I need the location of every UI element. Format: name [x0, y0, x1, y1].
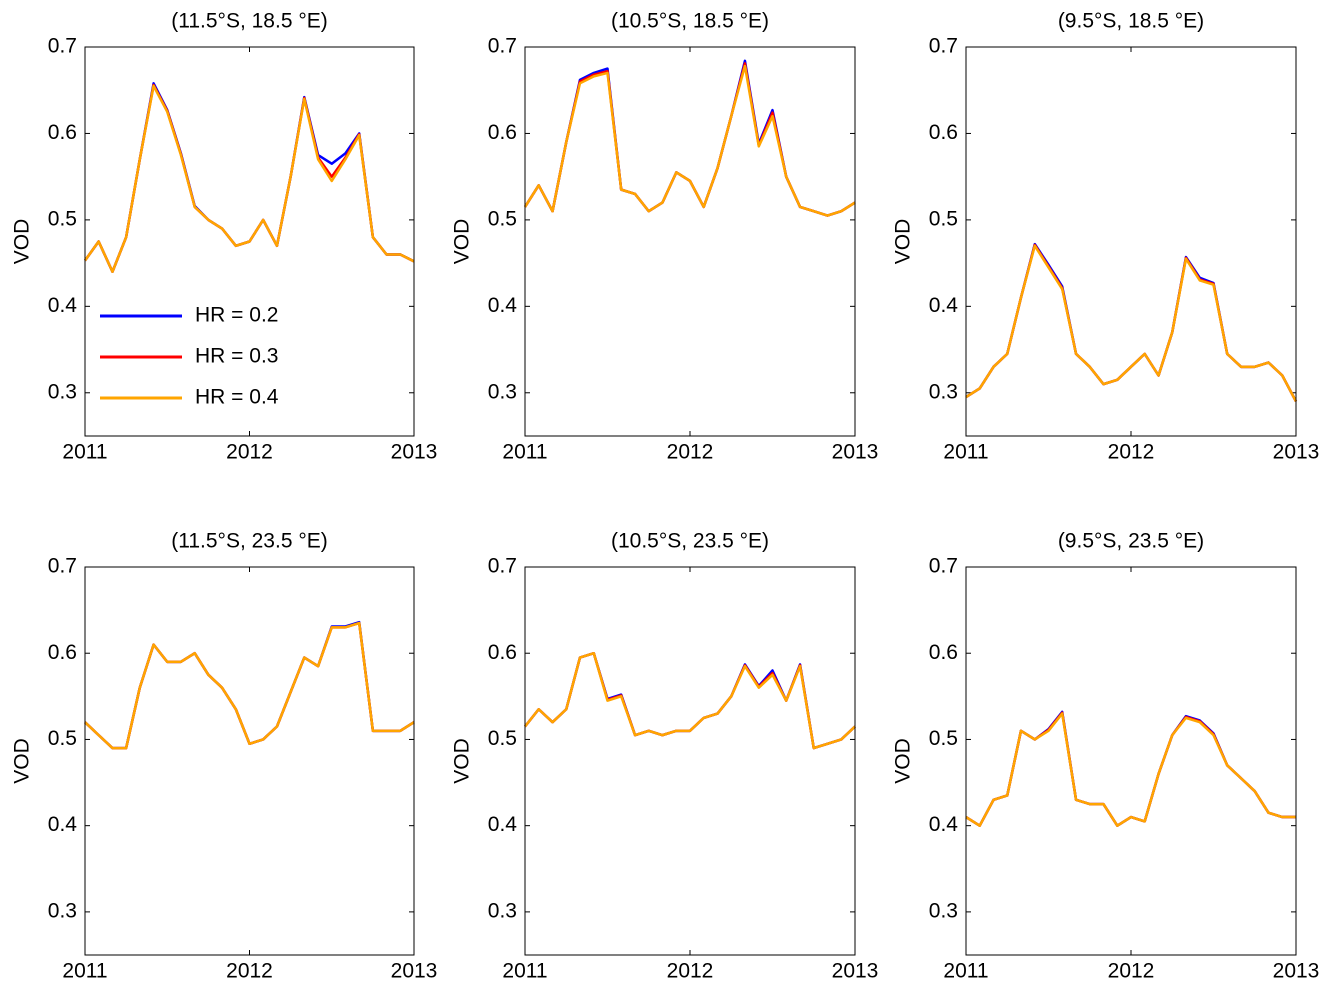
chart-title: (10.5°S, 18.5 °E) — [611, 10, 769, 33]
series-line — [965, 244, 1298, 403]
y-tick-label: 0.3 — [48, 899, 77, 922]
x-tick-label: 2012 — [667, 441, 714, 464]
series-line — [84, 621, 415, 750]
chart-title: (11.5°S, 18.5 °E) — [171, 10, 328, 33]
subplot: (10.5°S, 23.5 °E) VOD 0.3 0.4 0.5 0.6 0.7 2011 2… — [451, 530, 879, 983]
y-tick-label: 0.3 — [488, 899, 517, 922]
x-tick-label: 2013 — [832, 960, 879, 983]
subplot: (9.5°S, 18.5 °E) VOD 0.3 0.4 0.5 0.6 0.7 2011 20… — [892, 10, 1320, 464]
x-tick-label: 2011 — [62, 960, 107, 983]
axes-box — [524, 46, 856, 437]
y-tick-label: 0.4 — [929, 294, 959, 317]
y-tick-label: 0.5 — [929, 727, 958, 750]
series-line — [524, 651, 856, 750]
y-axis-label: VOD — [11, 738, 34, 784]
y-tick-label: 0.4 — [488, 813, 518, 836]
y-tick-label: 0.5 — [488, 207, 517, 230]
axes-box — [524, 566, 856, 956]
y-tick-label: 0.7 — [48, 555, 77, 578]
y-tick-label: 0.6 — [488, 641, 517, 664]
y-tick-label: 0.7 — [488, 35, 517, 58]
chart-title: (9.5°S, 23.5 °E) — [1058, 530, 1204, 553]
y-axis-label: VOD — [892, 219, 915, 265]
x-tick-label: 2011 — [502, 960, 547, 983]
y-tick-label: 0.3 — [48, 380, 77, 403]
y-tick-label: 0.4 — [488, 294, 518, 317]
chart-title: (9.5°S, 18.5 °E) — [1058, 10, 1204, 33]
y-tick-label: 0.6 — [488, 121, 517, 144]
x-tick-label: 2012 — [226, 960, 273, 983]
y-axis-label: VOD — [451, 738, 474, 784]
y-axis-label: VOD — [11, 219, 34, 265]
y-tick-label: 0.3 — [488, 380, 517, 403]
y-tick-label: 0.5 — [929, 207, 958, 230]
x-tick-label: 2013 — [832, 441, 879, 464]
y-tick-label: 0.7 — [929, 555, 958, 578]
x-tick-label: 2012 — [1108, 960, 1155, 983]
y-tick-label: 0.6 — [929, 121, 958, 144]
axes-box — [965, 566, 1297, 956]
y-tick-label: 0.6 — [48, 121, 77, 144]
x-tick-label: 2012 — [667, 960, 714, 983]
chart-title: (10.5°S, 23.5 °E) — [611, 530, 769, 553]
series-line — [965, 710, 1296, 827]
series-line — [83, 84, 415, 274]
chart-title: (11.5°S, 23.5 °E) — [171, 530, 328, 553]
subplot: (11.5°S, 23.5 °E) VOD 0.3 0.4 0.5 0.6 0.7 2011 2… — [11, 530, 438, 983]
subplot: (11.5°S, 18.5 °E) VOD 0.3 0.4 0.5 0.6 0.7 2011 2… — [11, 10, 438, 464]
subplot: (9.5°S, 23.5 °E) VOD 0.3 0.4 0.5 0.6 0.7 2011 20… — [892, 530, 1320, 983]
x-tick-label: 2011 — [943, 441, 988, 464]
axes-box — [84, 46, 415, 437]
series-line — [523, 64, 856, 217]
y-tick-label: 0.4 — [48, 294, 78, 317]
series-line — [84, 621, 415, 750]
series-line — [523, 59, 856, 217]
y-tick-label: 0.5 — [488, 727, 517, 750]
x-tick-label: 2011 — [62, 441, 107, 464]
y-tick-label: 0.7 — [488, 555, 517, 578]
y-tick-label: 0.3 — [929, 899, 958, 922]
subplot: (10.5°S, 18.5 °E) VOD 0.3 0.4 0.5 0.6 0.7 2011 2… — [451, 10, 879, 464]
legend-label: HR = 0.3 — [195, 345, 278, 368]
y-axis-label: VOD — [892, 738, 915, 784]
y-axis-label: VOD — [451, 219, 474, 265]
y-tick-label: 0.6 — [48, 641, 77, 664]
series-line — [84, 620, 415, 750]
y-tick-label: 0.7 — [929, 35, 958, 58]
y-tick-label: 0.6 — [929, 641, 958, 664]
axes-box — [84, 566, 415, 956]
axes-box — [965, 46, 1297, 437]
y-tick-label: 0.5 — [48, 727, 77, 750]
x-tick-label: 2011 — [943, 960, 988, 983]
x-tick-label: 2013 — [391, 960, 438, 983]
y-tick-label: 0.3 — [929, 380, 958, 403]
y-tick-label: 0.4 — [48, 813, 78, 836]
y-tick-label: 0.5 — [48, 207, 77, 230]
series-line — [965, 711, 1296, 827]
x-tick-label: 2013 — [391, 441, 438, 464]
x-tick-label: 2012 — [226, 441, 273, 464]
x-tick-label: 2012 — [1108, 441, 1155, 464]
y-tick-label: 0.4 — [929, 813, 959, 836]
x-tick-label: 2013 — [1273, 441, 1320, 464]
legend-label: HR = 0.4 — [195, 386, 279, 409]
x-tick-label: 2011 — [502, 441, 547, 464]
x-tick-label: 2013 — [1273, 960, 1320, 983]
y-tick-label: 0.7 — [48, 35, 77, 58]
legend-label: HR = 0.2 — [195, 304, 278, 327]
series-line — [965, 712, 1296, 827]
series-line — [523, 62, 856, 217]
